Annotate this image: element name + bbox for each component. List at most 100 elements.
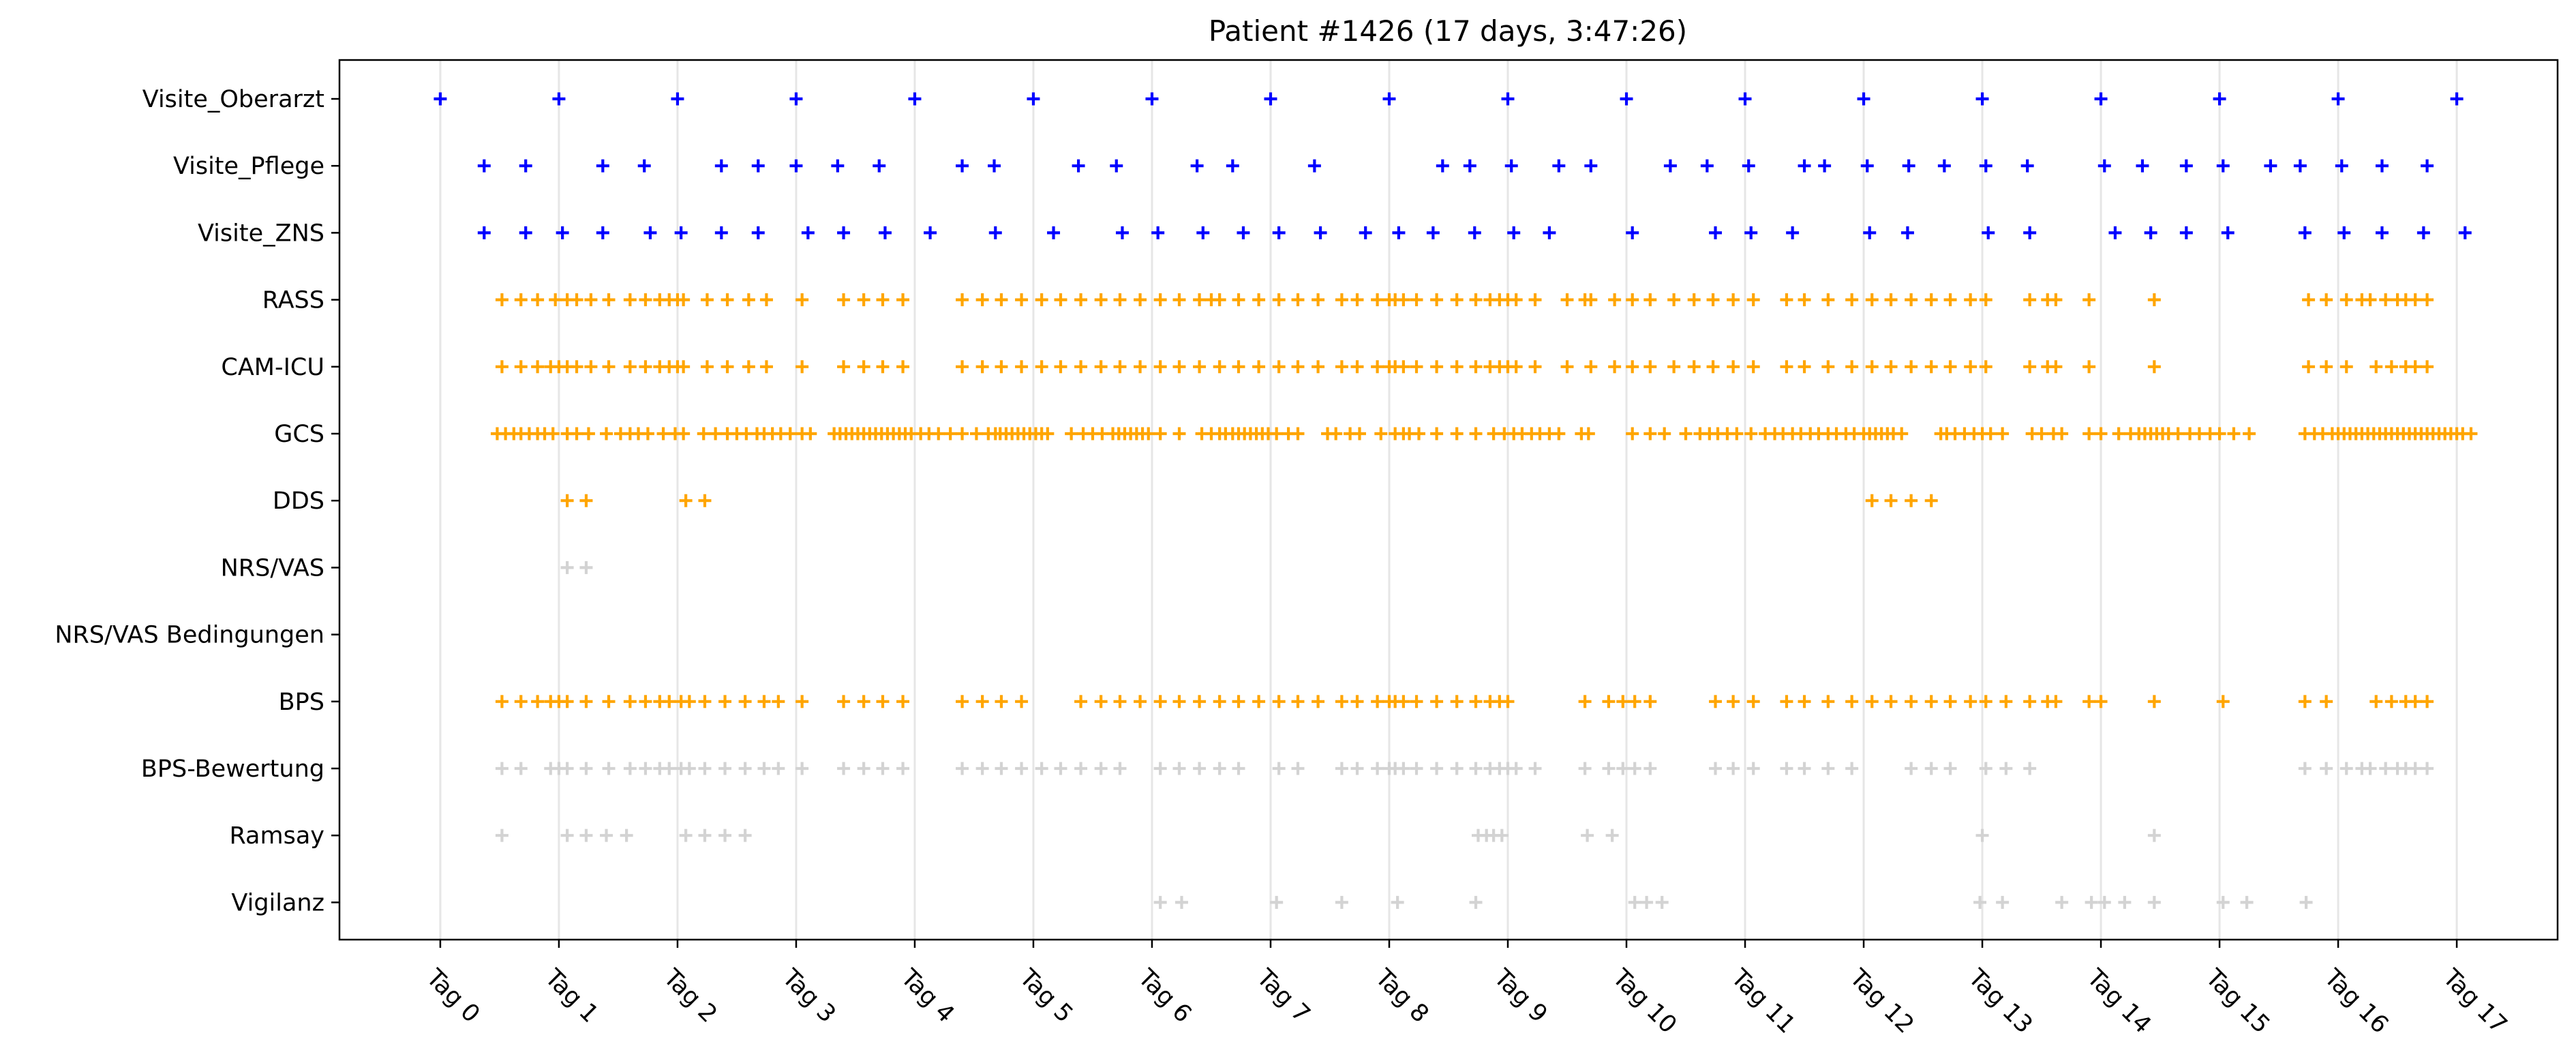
y-tick-label: Visite_ZNS [198,220,324,247]
data-point [1687,360,1701,374]
data-point [2363,762,2377,775]
data-point [434,92,447,106]
data-point [1744,427,1758,440]
data-point [988,159,1001,173]
data-point [1035,360,1048,374]
data-point [896,762,910,775]
data-point [2020,159,2034,173]
data-point [677,360,691,374]
data-point [1578,695,1592,708]
data-point [560,828,574,842]
x-tick-label: Tag 11 [1725,963,1800,1038]
data-point [671,92,684,106]
data-point [1999,762,2013,775]
y-tick-label: RASS [262,287,324,314]
data-point [1226,159,1239,173]
data-point [789,159,803,173]
data-point [2375,159,2389,173]
data-point [789,92,803,106]
data-point [876,360,890,374]
data-point [495,695,509,708]
data-point [1312,695,1325,708]
data-point [1905,695,1918,708]
data-point [2298,695,2312,708]
data-point [495,293,509,307]
data-point [1072,159,1085,173]
data-point [1232,360,1245,374]
data-point [1027,92,1040,106]
data-point [1426,226,1440,239]
data-point [1924,695,1938,708]
data-point [2458,226,2472,239]
data-point [639,762,652,775]
data-point [2421,695,2434,708]
x-tick-label: Tag 4 [895,963,960,1028]
data-point [2049,293,2063,307]
x-tick-label: Tag 1 [539,963,604,1028]
data-point [1450,427,1464,440]
data-point [1528,360,1542,374]
x-tick-label: Tag 15 [2200,963,2275,1038]
data-point [1213,360,1226,374]
data-point [876,293,890,307]
data-point [1628,762,1641,775]
data-point [896,293,910,307]
data-point [1905,762,1918,775]
data-point [876,695,890,708]
data-point [579,828,593,842]
data-point [560,695,574,708]
data-point [1608,293,1622,307]
data-point [932,427,945,440]
data-point [1113,762,1127,775]
data-point [1821,762,1835,775]
data-point [639,293,652,307]
data-point [1924,293,1938,307]
y-tick-label: CAM-ICU [221,354,324,381]
data-point [1818,159,1832,173]
data-point [908,92,922,106]
data-point [1134,360,1147,374]
data-point [1709,695,1723,708]
data-point [1905,293,1918,307]
data-point [795,762,809,775]
data-point [995,360,1008,374]
data-point [1552,159,1566,173]
data-point [1727,293,1740,307]
data-point [1232,293,1245,307]
data-point [1094,360,1108,374]
data-point [1041,427,1055,440]
data-point [570,427,584,440]
data-point [1884,494,1898,507]
data-point [2082,293,2096,307]
data-point [2112,427,2125,440]
data-point [995,293,1008,307]
data-point [1074,293,1088,307]
data-point [1895,427,1909,440]
data-point [1312,360,1325,374]
data-point [677,427,691,440]
data-point [1015,762,1029,775]
data-point [2450,92,2464,106]
data-point [975,360,989,374]
data-point [1054,762,1067,775]
data-point [1620,92,1633,106]
data-point [600,828,613,842]
data-point [1232,762,1245,775]
data-point [714,159,728,173]
data-point [1663,159,1677,173]
data-point [581,427,595,440]
data-point [2408,360,2422,374]
data-point [584,360,598,374]
data-point [1979,293,1992,307]
data-point [2221,226,2234,239]
data-point [2171,427,2185,440]
data-point [2240,895,2254,909]
data-point [1172,695,1186,708]
data-point [1054,360,1067,374]
data-point [1035,762,1048,775]
data-point [1312,293,1325,307]
x-tick-label: Tag 8 [1369,963,1434,1028]
data-point [1450,762,1464,775]
data-point [623,360,637,374]
data-point [2331,92,2345,106]
